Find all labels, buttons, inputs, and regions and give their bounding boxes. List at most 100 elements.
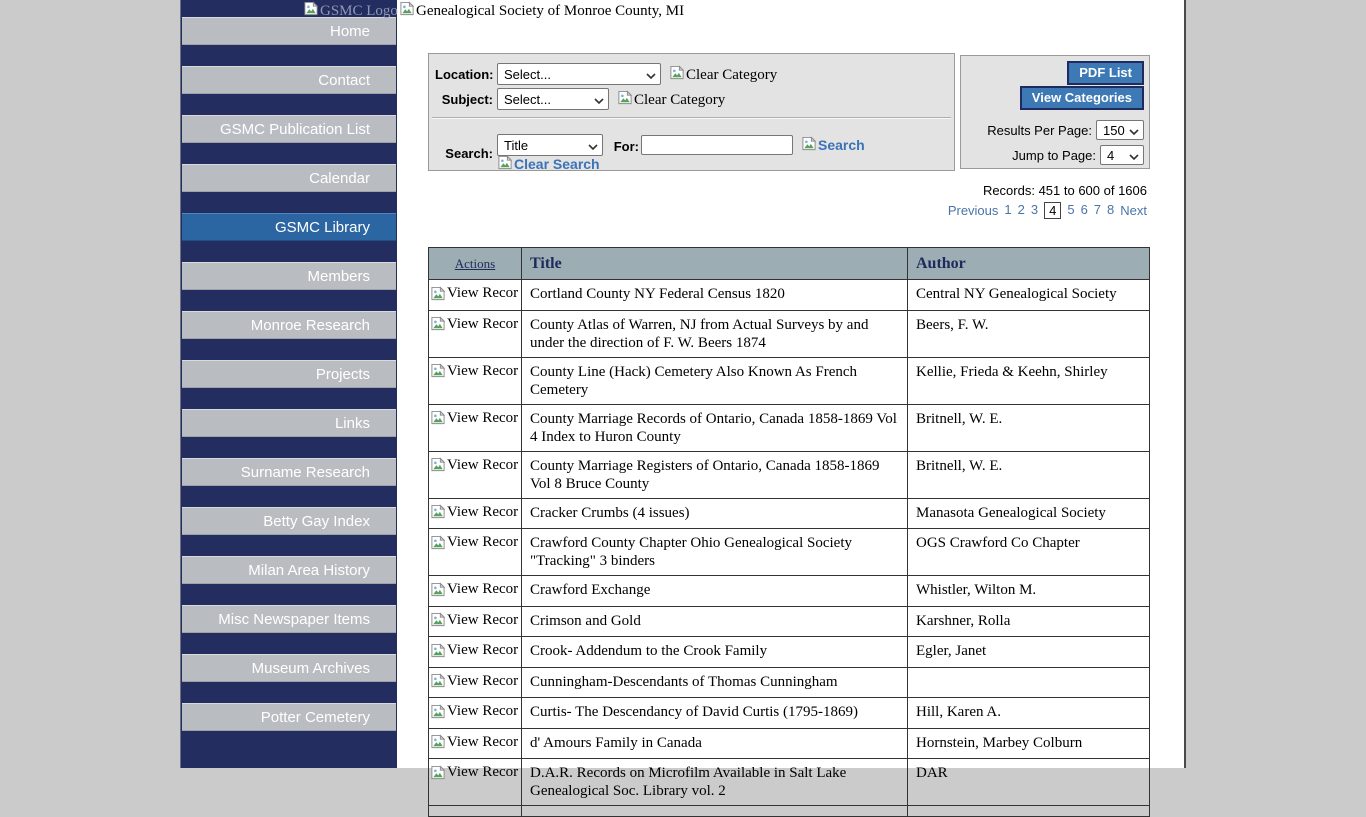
results-per-page-value: 150 — [1103, 122, 1125, 138]
form-divider — [432, 117, 951, 119]
author-column-header: Author — [907, 247, 1150, 280]
pagination-page-3[interactable]: 3 — [1030, 202, 1039, 217]
table-row: View Recor Cunningham-Descendants of Thom… — [428, 666, 1150, 698]
title-cell — [521, 805, 908, 817]
title-cell: County Marriage Registers of Ontario, Ca… — [521, 450, 908, 499]
sidebar-item-misc-newspaper-items[interactable]: Misc Newspaper Items — [182, 605, 396, 633]
search-button[interactable]: Search — [801, 136, 865, 154]
view-record-button[interactable]: View Recor — [430, 409, 518, 427]
sidebar-item-potter-cemetery[interactable]: Potter Cemetery — [182, 703, 396, 731]
title-cell: Crimson and Gold — [521, 605, 908, 637]
broken-image-icon — [431, 734, 446, 749]
view-record-button[interactable]: View Recor — [430, 672, 518, 690]
view-record-button[interactable]: View Recor — [430, 533, 518, 551]
gsmc-logo-image[interactable]: GSMC Logo — [303, 1, 398, 21]
results-per-page-select[interactable]: 150 — [1096, 120, 1144, 140]
chevron-down-icon — [588, 143, 598, 150]
chevron-down-icon — [1129, 153, 1139, 160]
author-cell: Egler, Janet — [907, 636, 1150, 668]
pagination-page-2[interactable]: 2 — [1017, 202, 1025, 217]
pagination-page-1[interactable]: 1 — [1004, 202, 1012, 217]
view-record-button[interactable]: View Recor — [430, 763, 518, 781]
title-cell: County Atlas of Warren, NJ from Actual S… — [521, 309, 908, 358]
sidebar-item-projects[interactable]: Projects — [182, 360, 396, 388]
broken-image-icon — [802, 136, 817, 151]
table-row: View Recor Cracker Crumbs (4 issues) Manas… — [428, 497, 1150, 529]
title-cell: Curtis- The Descendancy of David Curtis … — [521, 697, 908, 729]
title-cell: Crawford County Chapter Ohio Genealogica… — [521, 528, 908, 576]
view-record-label: View Recor — [447, 703, 519, 719]
sidebar-item-surname-research[interactable]: Surname Research — [182, 458, 396, 486]
clear-subject-category-link[interactable]: Clear Category — [617, 90, 725, 110]
actions-cell: View Recor — [428, 528, 522, 576]
view-record-button[interactable]: View Recor — [430, 611, 518, 629]
table-row: View Recor Crimson and Gold Karshner, Roll… — [428, 605, 1150, 637]
sidebar-item-betty-gay-index[interactable]: Betty Gay Index — [182, 507, 396, 535]
sidebar-item-home[interactable]: Home — [182, 17, 396, 45]
view-record-button[interactable]: View Recor — [430, 580, 518, 598]
gsmc-logo-alt-text: GSMC Logo — [320, 2, 398, 19]
sidebar-item-contact[interactable]: Contact — [182, 66, 396, 94]
sidebar-item-museum-archives[interactable]: Museum Archives — [182, 654, 396, 682]
table-row: View Recor County Marriage Records of Ont… — [428, 403, 1150, 452]
title-cell: Crawford Exchange — [521, 575, 908, 607]
chevron-down-icon — [646, 72, 656, 79]
sidebar-item-gsmc-library[interactable]: GSMC Library — [182, 213, 396, 241]
pagination-next[interactable]: Next — [1120, 203, 1147, 218]
view-record-button[interactable]: View Recor — [430, 733, 518, 751]
search-filter-box: Location: Select... Clear Category Subje… — [428, 53, 955, 173]
view-record-button[interactable]: View Recor — [430, 702, 518, 720]
view-record-button[interactable]: View Recor — [430, 315, 518, 333]
broken-image-icon — [431, 581, 446, 596]
table-header-row: Actions Title Author — [428, 247, 1150, 280]
view-record-label: View Recor — [447, 611, 519, 628]
broken-icon-slot — [303, 1, 319, 21]
pagination-page-8[interactable]: 8 — [1107, 202, 1115, 217]
pdf-list-button[interactable]: PDF List — [1067, 61, 1144, 85]
view-record-label: View Recor — [447, 642, 519, 658]
broken-image-icon — [431, 703, 446, 718]
table-row: View Recor Crawford County Chapter Ohio G… — [428, 528, 1150, 576]
view-record-label: View Recor — [447, 362, 519, 379]
clear-location-category-link[interactable]: Clear Category — [669, 65, 777, 85]
sidebar-item-links[interactable]: Links — [182, 409, 396, 437]
jump-to-page-value: 4 — [1107, 147, 1115, 163]
sidebar-item-milan-area-history[interactable]: Milan Area History — [182, 556, 396, 584]
view-record-button[interactable]: View Recor — [430, 503, 518, 521]
table-row: View Recor County Atlas of Warren, NJ fro… — [428, 309, 1150, 358]
author-cell: Kellie, Frieda & Keehn, Shirley — [907, 356, 1150, 405]
author-cell: OGS Crawford Co Chapter — [907, 528, 1150, 576]
subject-label: Subject: — [441, 92, 493, 107]
clear-search-button[interactable]: Clear Search — [497, 155, 600, 173]
view-record-button[interactable]: View Recor — [430, 362, 518, 380]
sidebar-item-monroe-research[interactable]: Monroe Research — [182, 311, 396, 339]
broken-image-icon — [670, 65, 685, 80]
pagination-previous[interactable]: Previous — [947, 203, 999, 218]
location-select[interactable]: Select... — [497, 63, 661, 85]
pdf-list-label: PDF List — [1079, 65, 1132, 80]
title-cell: d' Amours Family in Canada — [521, 727, 908, 759]
actions-column-header[interactable]: Actions — [428, 247, 522, 280]
search-field-select[interactable]: Title — [497, 134, 603, 156]
chevron-down-icon — [594, 97, 604, 104]
jump-to-page-select[interactable]: 4 — [1100, 145, 1144, 165]
view-record-label: View Recor — [447, 534, 519, 550]
actions-cell: View Recor — [428, 666, 522, 698]
view-record-button[interactable]: View Recor — [430, 641, 518, 659]
pagination-page-7[interactable]: 7 — [1093, 202, 1102, 217]
search-input[interactable] — [641, 135, 793, 155]
view-record-label: View Recor — [447, 285, 519, 301]
table-row: View Recor Curtis- The Descendancy of Dav… — [428, 697, 1150, 729]
pagination-page-5[interactable]: 5 — [1067, 202, 1075, 217]
subject-select[interactable]: Select... — [497, 88, 609, 110]
view-record-button[interactable]: View Recor — [430, 284, 518, 302]
sidebar-item-gsmc-publication-list[interactable]: GSMC Publication List — [182, 115, 396, 143]
sidebar-item-members[interactable]: Members — [182, 262, 396, 290]
pagination-page-6[interactable]: 6 — [1080, 202, 1088, 217]
view-categories-button[interactable]: View Categories — [1019, 86, 1144, 110]
clear-search-label: Clear Search — [514, 156, 600, 172]
actions-cell: View Recor — [428, 697, 522, 729]
view-record-button[interactable]: View Recor — [430, 456, 518, 474]
sidebar-item-calendar[interactable]: Calendar — [182, 164, 396, 192]
search-field-select-value: Title — [504, 137, 529, 153]
